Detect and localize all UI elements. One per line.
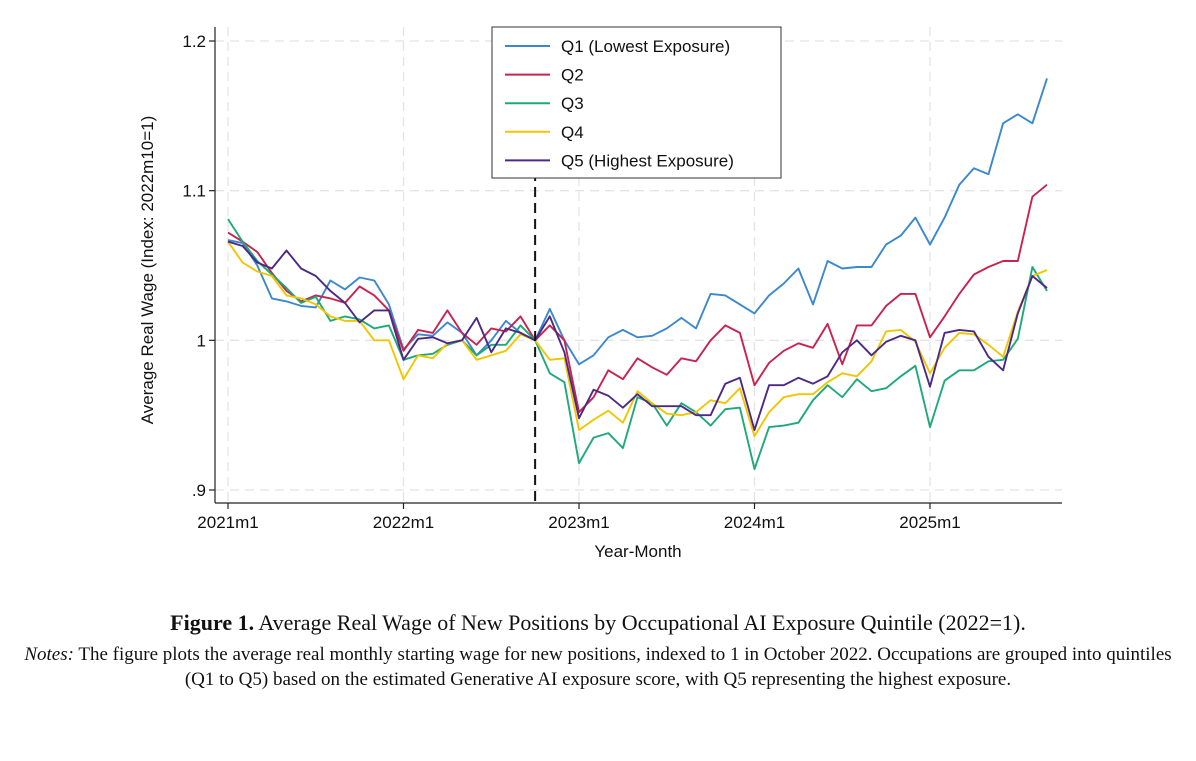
x-tick-label: 2021m1	[197, 513, 258, 532]
x-tick-label: 2025m1	[899, 513, 960, 532]
y-tick-label: 1	[197, 331, 206, 350]
legend-label: Q1 (Lowest Exposure)	[561, 37, 730, 56]
x-tick-label: 2024m1	[724, 513, 785, 532]
legend: Q1 (Lowest Exposure) Q2 Q3 Q4 Q5 (Highest Ex…	[491, 26, 782, 179]
x-axis-title: Year-Month	[594, 542, 681, 561]
x-tick-label: 2022m1	[373, 513, 434, 532]
legend-label: Q5 (Highest Exposure)	[561, 151, 734, 170]
legend-label: Q3	[561, 94, 584, 113]
axes-layer: .9 1 1.1 1.2 2021m1 2022m1 2023m1 2024m1 2025m1	[182, 27, 1062, 532]
series-line-q1	[227, 78, 1048, 366]
notes-label: Notes:	[24, 644, 74, 665]
figure-label: Figure 1.	[170, 610, 255, 635]
figure-title: Average Real Wage of New Positions by Oc…	[258, 610, 1026, 635]
series-line-q2	[227, 183, 1048, 414]
y-tick-label: 1.1	[182, 182, 206, 201]
figure-notes: Notes: The figure plots the average real…	[0, 642, 1196, 692]
y-tick-label: .9	[192, 481, 206, 500]
series-line-q3	[227, 218, 1048, 470]
series-line-q5	[227, 240, 1048, 432]
series-layer	[227, 78, 1048, 470]
legend-label: Q4	[561, 123, 584, 142]
figure-caption-title: Figure 1. Average Real Wage of New Posit…	[0, 610, 1196, 636]
notes-text: The figure plots the average real monthl…	[78, 644, 1172, 690]
x-tick-label: 2023m1	[548, 513, 609, 532]
legend-label: Q2	[561, 66, 584, 85]
series-line-q4	[227, 241, 1048, 438]
y-tick-label: 1.2	[182, 32, 206, 51]
y-axis-title: Average Real Wage (Index: 2022m10=1)	[138, 116, 157, 425]
